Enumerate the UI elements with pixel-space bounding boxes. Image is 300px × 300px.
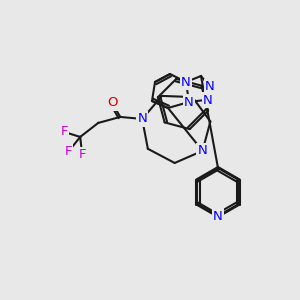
Text: N: N (198, 144, 207, 157)
Text: N: N (213, 211, 223, 224)
Text: N: N (213, 209, 223, 223)
Text: N: N (203, 94, 213, 106)
Text: N: N (181, 76, 191, 88)
Text: F: F (64, 146, 72, 158)
Text: N: N (184, 95, 194, 109)
Text: N: N (137, 112, 147, 125)
Text: O: O (107, 96, 117, 110)
Text: F: F (60, 125, 68, 138)
Text: N: N (205, 80, 215, 94)
Text: F: F (78, 148, 86, 161)
